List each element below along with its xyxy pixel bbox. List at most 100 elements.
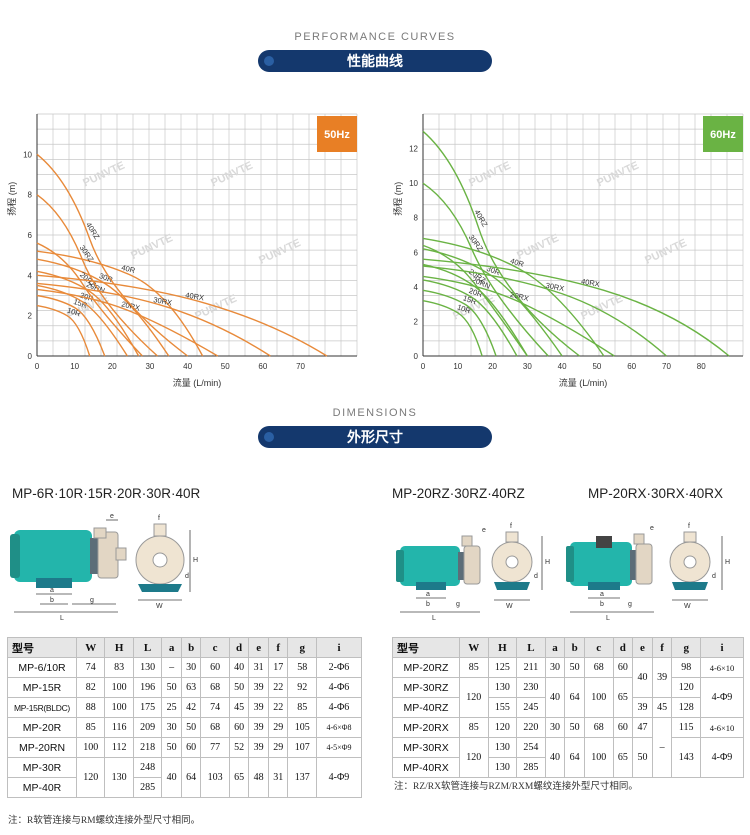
right-th-L: L: [516, 637, 546, 658]
cell: 248: [132, 757, 163, 778]
left-th-W: W: [75, 637, 106, 658]
left-base: [36, 578, 72, 588]
left-th-L: L: [132, 637, 163, 658]
cell: 88: [75, 697, 106, 718]
y-tick-label: 4: [414, 283, 419, 292]
left-inlet: [115, 547, 127, 561]
cell: 68: [200, 677, 230, 698]
series-line-20rz: [36, 242, 143, 357]
svg-text:a: a: [50, 587, 54, 594]
cell: 29: [267, 717, 289, 738]
cell: 40: [544, 737, 566, 778]
svg-text:W: W: [684, 603, 691, 610]
cell: 285: [516, 757, 546, 778]
cell: 63: [180, 677, 202, 698]
watermark-text: PUNVTE: [515, 232, 561, 262]
series-label-20rx: 20RX: [121, 299, 141, 312]
table-row: MP-20R 85 116 209 30 50 68 60 39 29 105 …: [7, 717, 362, 738]
right-th-model: 型号: [392, 637, 460, 658]
table-row: MP-40RX 130 285: [392, 757, 744, 778]
y-tick-label: 12: [409, 145, 418, 154]
left-spec-table: 型号 W H L a b c d e f g i MP-6/10R 74 83 …: [7, 637, 362, 798]
watermark-text: PUNVTE: [579, 293, 625, 323]
cell: 155: [487, 697, 518, 718]
cell: 47: [632, 717, 653, 738]
right-spec-table: 型号 W H L a b c d e f g i MP-20RZ 85 125 …: [392, 637, 744, 778]
x-tick-label: 70: [296, 362, 305, 371]
cell: 4-Φ6: [316, 677, 362, 698]
watermark-text: PUNVTE: [129, 232, 175, 262]
watermark-text: PUNVTE: [643, 237, 689, 267]
cell: MP-40RX: [392, 757, 460, 778]
series-label-15r: 15R: [462, 293, 478, 306]
table-row: MP-20RN 100 112 218 50 60 77 52 39 29 10…: [7, 737, 362, 758]
cell: MP-20RZ: [392, 657, 460, 678]
y-tick-label: 2: [28, 312, 33, 321]
cell: 4-Φ9: [700, 737, 744, 778]
y-axis-label: 扬程 (m): [392, 182, 403, 216]
dimensions-title-pill: 外形尺寸: [258, 426, 492, 448]
cell: 50: [161, 737, 182, 758]
right-th-b: b: [564, 637, 585, 658]
series-line-40rz: [422, 130, 580, 357]
x-axis-label: 流量 (L/min): [559, 377, 608, 388]
cell: 120: [75, 757, 106, 798]
series-label-40rx: 40RX: [580, 277, 600, 289]
left-th-g: g: [287, 637, 317, 658]
cell: 50: [161, 677, 182, 698]
left-note: 注：R软管连接与RM螺纹连接外型尺寸相同。: [8, 816, 201, 826]
rx-motor-body: [570, 542, 632, 586]
right-th-W: W: [459, 637, 489, 658]
x-tick-label: 0: [35, 362, 40, 371]
table-row: MP-30R 120 130 248 40 64 103 65 48 31 13…: [7, 757, 362, 798]
cell: 85: [459, 657, 489, 678]
x-tick-label: 80: [697, 362, 706, 371]
svg-text:a: a: [426, 591, 430, 598]
cell: 39: [248, 737, 269, 758]
cell: MP-30RX: [392, 737, 460, 758]
cell: 31: [248, 657, 269, 678]
left-pump-head: [97, 531, 119, 579]
y-tick-label: 0: [414, 352, 419, 361]
series-label-30rx: 30RX: [153, 295, 173, 307]
series-line-30rz: [422, 182, 549, 357]
svg-text:W: W: [156, 603, 163, 610]
cell: 130: [132, 657, 163, 678]
x-tick-label: 60: [627, 362, 636, 371]
cell: 52: [228, 737, 250, 758]
cell: 50: [228, 677, 250, 698]
svg-text:f: f: [158, 515, 160, 522]
cell: 60: [612, 717, 634, 738]
cell: 100: [104, 697, 134, 718]
svg-text:g: g: [456, 601, 460, 608]
cell: 196: [132, 677, 163, 698]
cell: 4-Φ6: [316, 697, 362, 718]
cell: MP-30R: [7, 757, 77, 778]
cell: 130: [487, 757, 518, 778]
cell: MP-40R: [7, 777, 77, 798]
x-tick-label: 70: [662, 362, 671, 371]
cell: 40: [161, 757, 182, 798]
performance-title-en: PERFORMANCE CURVES: [294, 31, 456, 43]
right-th-H: H: [487, 637, 518, 658]
x-tick-label: 30: [523, 362, 532, 371]
cell: 40: [228, 657, 250, 678]
svg-text:a: a: [600, 591, 604, 598]
svg-text:H: H: [193, 557, 198, 564]
series-line-30rx: [36, 282, 271, 357]
cell: 120: [459, 737, 489, 778]
rx-pump-head: [635, 543, 653, 585]
cell: 98: [671, 657, 701, 678]
cell: 40: [544, 677, 566, 718]
cell: MP-15R: [7, 677, 77, 698]
x-tick-label: 0: [421, 362, 426, 371]
table-row: MP-30RX 120 130 254 40 64 100 65 50 143 …: [392, 737, 744, 778]
left-th-d: d: [228, 637, 250, 658]
cell: 50: [180, 717, 202, 738]
cell: 120: [459, 677, 489, 718]
left-motor-endcap: [10, 534, 20, 578]
right-th-a: a: [544, 637, 566, 658]
series-line-15r: [36, 294, 106, 357]
cell: 230: [516, 677, 546, 698]
